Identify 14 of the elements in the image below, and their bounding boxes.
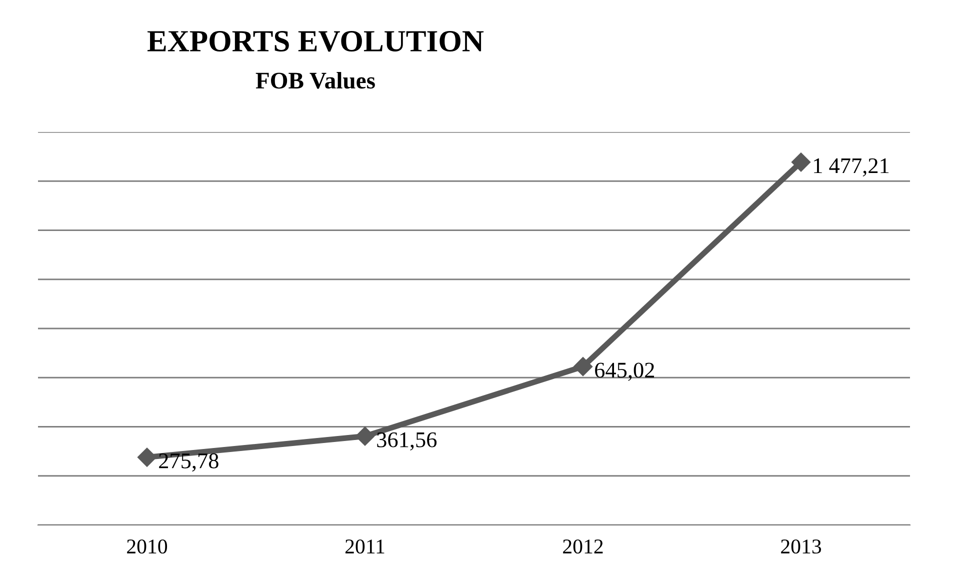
data-label: 645,02 xyxy=(595,362,654,381)
data-label: 275,78 xyxy=(159,453,218,472)
point xyxy=(355,426,375,446)
x-tick-label: 2012 xyxy=(563,539,603,554)
point xyxy=(791,152,811,172)
data-label: 361,56 xyxy=(377,432,437,451)
point xyxy=(573,357,593,376)
point xyxy=(137,448,157,467)
x-tick-label: 2013 xyxy=(781,539,822,554)
x-tick-label: 2011 xyxy=(345,539,384,554)
chart-subtitle: FOB Values xyxy=(256,72,375,89)
chart-title: EXPORTS EVOLUTION xyxy=(147,30,484,52)
data-label: 1 477,21 xyxy=(814,158,889,176)
x-tick-label: 2010 xyxy=(127,539,168,554)
